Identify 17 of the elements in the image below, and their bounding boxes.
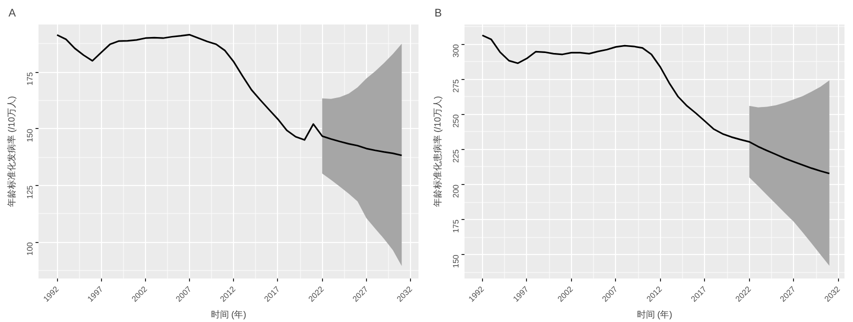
x-axis-title: 时间 (年) <box>210 309 246 320</box>
y-tick-label: 175 <box>26 72 34 86</box>
y-tick-label: 300 <box>452 44 460 58</box>
y-tick-label: 200 <box>452 184 460 198</box>
y-tick-label: 175 <box>452 219 460 233</box>
y-tick-label: 150 <box>452 254 460 268</box>
y-tick-label: 225 <box>452 148 460 163</box>
y-tick-label: 250 <box>452 114 460 128</box>
chart-title: A <box>8 8 16 20</box>
y-tick-label: 125 <box>26 184 34 199</box>
y-axis-title: 年龄标准化患病率 (/10万人) <box>432 96 442 208</box>
y-axis-title: 年龄标准化发病率 (/10万人) <box>6 96 16 208</box>
y-tick-label: 150 <box>26 128 34 142</box>
chart-title: B <box>434 8 442 20</box>
y-tick-label: 100 <box>26 242 34 256</box>
x-axis-title: 时间 (年) <box>636 309 672 320</box>
y-tick-label: 275 <box>452 78 460 93</box>
